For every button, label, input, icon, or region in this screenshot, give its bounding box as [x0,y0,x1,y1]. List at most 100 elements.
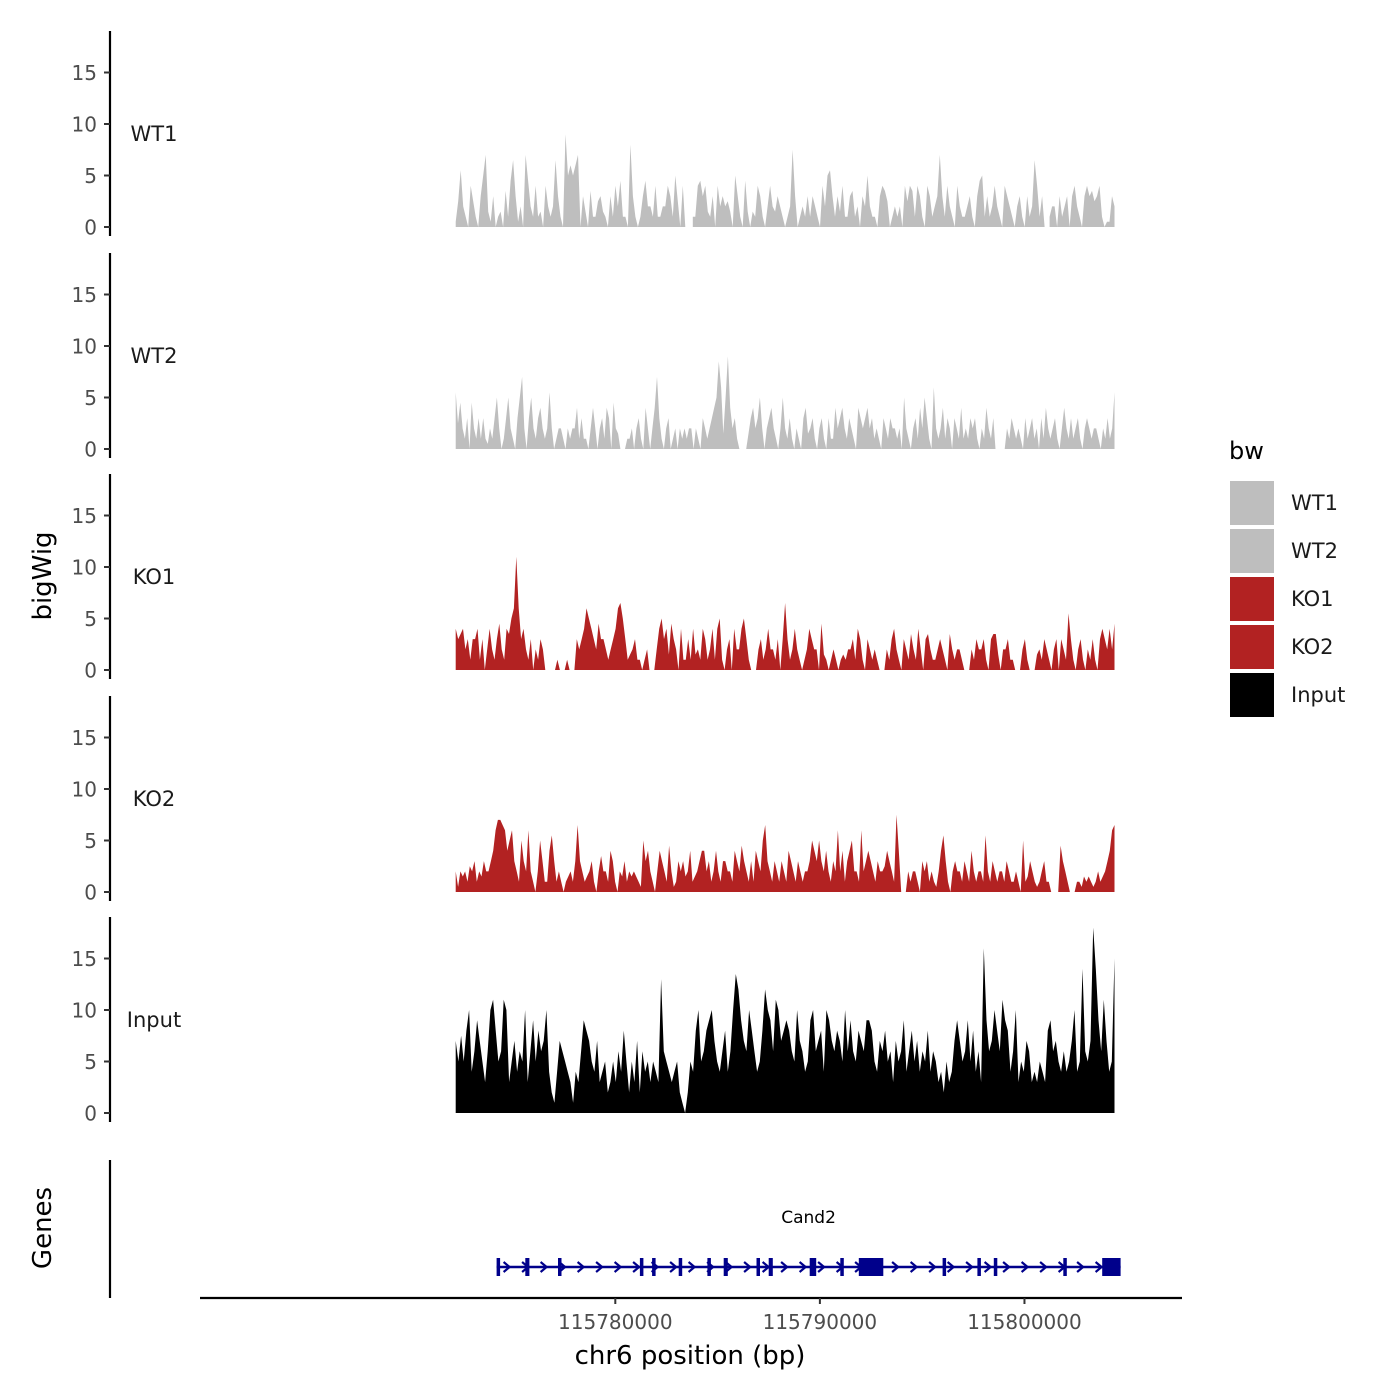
strand-arrow [613,1261,623,1273]
exon [525,1258,530,1276]
strand-arrow [761,1261,771,1273]
x-tick-label-115780000: 115780000 [558,1310,673,1334]
strand-arrow [576,1261,586,1273]
strand-arrow [1020,1261,1030,1273]
area-ko1 [555,659,560,670]
y-tick-label-wt2-15: 15 [72,283,97,307]
track-ko2: 0 5 10 15 KO2 [72,696,1115,905]
x-axis: 115780000 115790000 115800000 [200,1296,1182,1334]
strand-arrow [743,1261,752,1273]
strand-arrow [909,1261,919,1273]
track-label-ko2: KO2 [133,787,176,811]
x-axis-title: chr6 position (bp) [575,1341,806,1371]
area-wt2 [746,387,996,449]
strand-arrow [965,1261,974,1273]
strand-arrow [687,1261,697,1273]
legend-key-ko1 [1230,577,1274,621]
strand-arrow [1002,1261,1011,1273]
strand-arrow [669,1261,678,1273]
legend-label-wt1: WT1 [1291,491,1338,515]
exon [942,1258,947,1276]
strand-arrow [595,1261,604,1273]
area-wt1 [1049,185,1115,227]
y-tick-label-ko2-15: 15 [72,726,97,750]
strand-arrow [891,1261,900,1273]
exon [768,1258,773,1276]
legend-label-ko2: KO2 [1291,635,1334,659]
y-tick-label-ko1-5: 5 [84,607,97,631]
strand-arrow [539,1261,549,1273]
exon [639,1258,644,1276]
track-label-wt2: WT2 [131,344,178,368]
y-tick-label-wt2-10: 10 [72,335,97,359]
legend-label-wt2: WT2 [1291,539,1338,563]
gene-label: Cand2 [781,1208,836,1228]
strand-arrow [983,1261,993,1273]
y-tick-label-ko1-10: 10 [72,556,97,580]
area-ko1 [564,659,570,670]
x-tick-label-115800000: 115800000 [967,1310,1082,1334]
y-tick-label-wt1-0: 0 [84,216,97,240]
exon [707,1258,711,1276]
legend-key-wt2 [1230,529,1274,573]
area-ko1 [1020,639,1030,670]
exon [840,1258,844,1276]
area-ko2 [455,814,902,892]
strand-arrow [946,1261,956,1273]
genes-layer: Cand2 [108,1160,1121,1298]
legend: bw WT1 WT2 KO1 KO2 Input [1229,437,1345,717]
area-ko1 [969,634,1016,670]
exon [756,1258,760,1276]
area-ko1 [574,603,650,670]
strand-arrow [780,1261,789,1273]
exon [678,1258,683,1276]
legend-key-ko2 [1230,625,1274,669]
area-wt2 [455,376,621,449]
y-tick-label-ko2-10: 10 [72,778,97,802]
exon [809,1258,817,1276]
y-tick-label-input-5: 5 [84,1050,97,1074]
y-tick-label-wt2-0: 0 [84,438,97,462]
track-wt2: 0 5 10 15 WT2 [72,253,1115,462]
area-wt2 [625,356,740,449]
exon [558,1258,562,1276]
y-tick-label-wt1-15: 15 [72,61,97,85]
exon [993,1258,998,1276]
legend-key-input [1230,673,1274,717]
y-axis-title: bigWig [28,531,58,620]
area-ko1 [884,628,965,670]
y-tick-label-ko2-0: 0 [84,881,97,905]
strand-arrow [632,1261,641,1273]
area-ko1 [1034,613,1115,670]
track-wt1: 0 5 10 15 WT1 [72,31,1115,240]
track-label-wt1: WT1 [131,122,178,146]
area-ko1 [654,618,752,670]
area-wt1 [692,149,1045,227]
strand-arrow [1039,1261,1048,1273]
legend-label-ko1: KO1 [1291,587,1334,611]
strand-arrow [502,1261,512,1273]
exon [977,1258,981,1276]
legend-title: bw [1229,437,1264,465]
area-ko2 [1074,825,1115,892]
strand-arrow [798,1261,808,1273]
strand-arrow [1076,1261,1085,1273]
exon [652,1258,656,1276]
strand-arrow [928,1261,937,1273]
y-tick-label-input-15: 15 [72,947,97,971]
y-tick-label-ko1-0: 0 [84,659,97,683]
area-input [455,927,1115,1113]
area-ko2 [1058,845,1070,892]
track-label-input: Input [127,1008,181,1032]
exon [1102,1258,1121,1276]
gene-cand2: Cand2 [496,1208,1121,1276]
y-tick-label-ko2-5: 5 [84,829,97,853]
area-ko1 [455,556,546,670]
track-ko1: 0 5 10 15 KO1 [72,474,1115,683]
legend-key-wt1 [1230,481,1274,525]
area-wt1 [455,134,686,227]
strand-arrow [817,1261,826,1273]
track-input: 0 5 10 15 Input [72,917,1115,1126]
exon [723,1258,728,1276]
